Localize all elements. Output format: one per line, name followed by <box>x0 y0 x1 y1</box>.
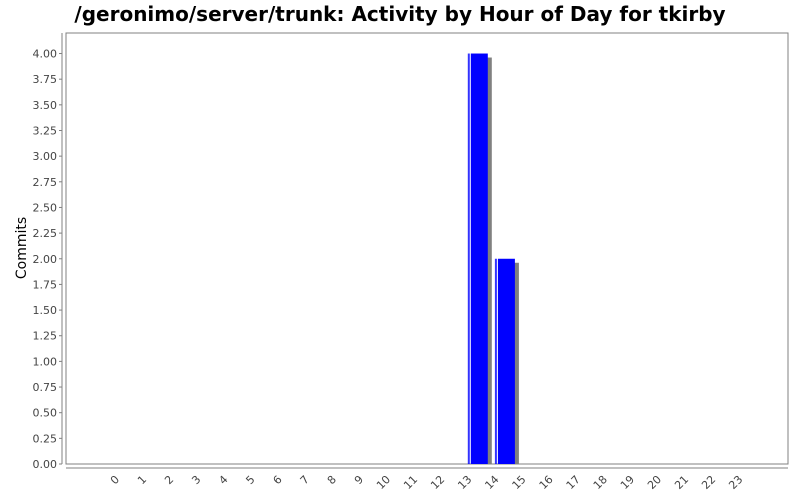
plot-area <box>65 32 789 465</box>
y-tick-label: 3.50 <box>33 99 58 112</box>
y-tick-label: 0.75 <box>33 381 58 394</box>
x-tick-label: 20 <box>645 473 664 492</box>
x-tick-label: 9 <box>352 473 366 487</box>
y-tick-label: 2.75 <box>33 176 58 189</box>
x-tick-label: 5 <box>243 473 257 487</box>
y-tick-label: 0.00 <box>33 458 58 471</box>
bars <box>467 53 519 465</box>
y-tick-label: 2.25 <box>33 227 58 240</box>
plot-frame <box>65 32 789 465</box>
y-tick-label: 3.75 <box>33 73 58 86</box>
bar-highlight <box>467 53 470 465</box>
y-tick-label: 0.25 <box>33 432 58 445</box>
x-tick-label: 22 <box>699 473 718 492</box>
x-axis: 0 1 2 3 4 5 6 7 8 9 10 11 12 13 14 15 16 17 18 19 20 21 22 23 <box>66 467 788 492</box>
bar-highlight <box>494 258 497 464</box>
y-tick-label: 4.00 <box>33 48 58 61</box>
x-tick-label: 7 <box>298 473 312 487</box>
x-tick-label: 10 <box>374 473 393 492</box>
x-tick-label: 12 <box>428 473 447 492</box>
x-tick-label: 15 <box>510 473 529 492</box>
y-tick-label: 3.25 <box>33 124 58 137</box>
y-tick-label: 3.00 <box>33 150 58 163</box>
x-tick-label: 17 <box>564 473 583 492</box>
x-tick-label: 11 <box>401 473 420 492</box>
y-tick-label: 1.50 <box>33 304 58 317</box>
x-tick-label: 2 <box>162 473 176 487</box>
y-tick-label: 2.50 <box>33 201 58 214</box>
chart-title: /geronimo/server/trunk: Activity by Hour… <box>74 2 726 26</box>
y-axis-title: Commits <box>14 217 30 279</box>
x-tick-label: 0 <box>108 473 122 487</box>
x-tick-label: 3 <box>189 473 203 487</box>
y-tick-label: 2.00 <box>33 253 58 266</box>
x-tick-label: 13 <box>455 473 474 492</box>
y-tick-label: 1.75 <box>33 278 58 291</box>
bar <box>470 53 488 465</box>
y-tick-label: 1.00 <box>33 355 58 368</box>
x-tick-label: 16 <box>537 473 556 492</box>
y-tick-label: 1.25 <box>33 330 58 343</box>
x-tick-label: 19 <box>618 473 637 492</box>
bar <box>497 258 515 464</box>
x-tick-label: 14 <box>482 473 501 492</box>
x-tick-label: 4 <box>216 473 230 487</box>
x-tick-label: 21 <box>672 473 691 492</box>
x-tick-label: 6 <box>271 473 285 487</box>
x-tick-label: 18 <box>591 473 610 492</box>
x-tick-label: 23 <box>726 473 745 492</box>
y-tick-label: 0.50 <box>33 407 58 420</box>
x-tick-label: 1 <box>135 473 149 487</box>
y-axis: 0.00 0.25 0.50 0.75 1.00 1.25 1.50 1.75 2.00 2.25… <box>33 33 63 471</box>
x-tick-label: 8 <box>325 473 339 487</box>
